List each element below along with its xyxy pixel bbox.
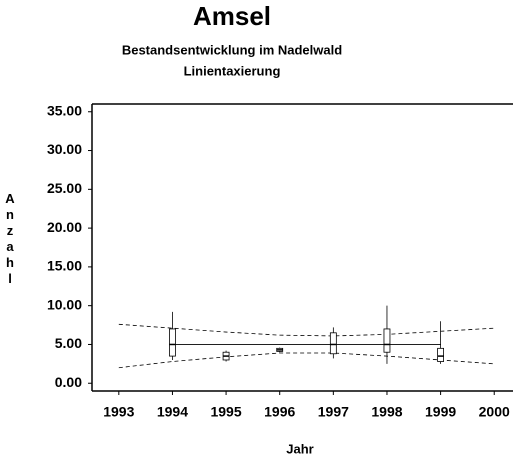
x-tick-label: 1996 [264, 404, 295, 420]
y-tick-label: 20.00 [47, 219, 82, 235]
x-tick-label: 2000 [479, 404, 510, 420]
y-tick-label: 15.00 [47, 258, 82, 274]
y-tick-label: 10.00 [47, 296, 82, 312]
x-tick-label: 1995 [210, 404, 241, 420]
x-tick-label: 1999 [425, 404, 456, 420]
y-tick-label: 35.00 [47, 102, 82, 118]
x-tick-label: 1993 [103, 404, 134, 420]
x-tick-label: 1998 [371, 404, 402, 420]
y-tick-label: 5.00 [55, 335, 82, 351]
x-axis-label: Jahr [286, 441, 313, 456]
box [437, 347, 444, 362]
box [383, 328, 391, 353]
y-tick-label: 30.00 [47, 141, 82, 157]
chart-title: Amsel [193, 1, 271, 31]
chart-subtitle: Linientaxierung [184, 63, 281, 78]
box [329, 332, 337, 355]
x-tick-label: 1994 [157, 404, 188, 420]
chart-subtitle: Bestandsentwicklung im Nadelwald [122, 42, 342, 57]
x-tick-label: 1997 [318, 404, 349, 420]
box [169, 328, 176, 357]
y-tick-label: 25.00 [47, 180, 82, 196]
y-tick-label: 0.00 [55, 374, 82, 390]
